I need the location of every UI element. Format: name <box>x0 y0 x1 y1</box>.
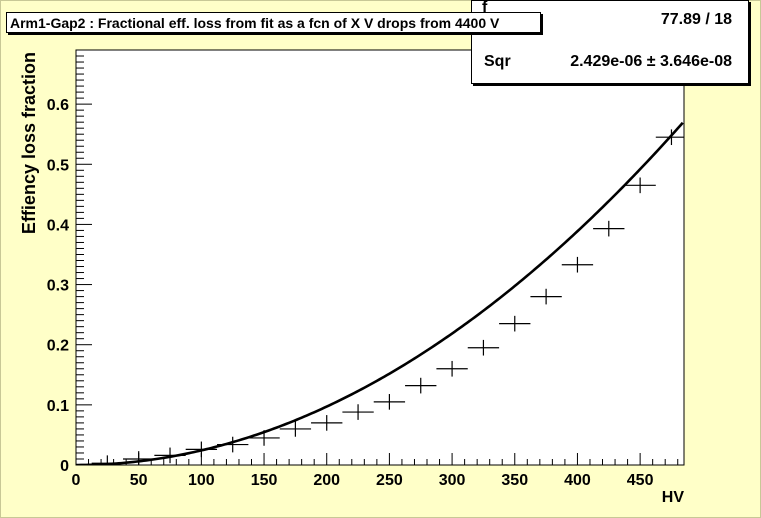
data-point <box>530 288 562 305</box>
data-point <box>499 315 531 332</box>
y-axis-label: Effiency loss fraction <box>19 52 39 234</box>
y-tick-label: 0.4 <box>47 217 69 234</box>
y-tick-label: 0.6 <box>47 97 69 114</box>
x-axis-label: HV <box>662 489 685 506</box>
chart-title: Arm1-Gap2 : Fractional eff. loss from fi… <box>6 12 541 33</box>
stats-row-chi2: f 77.89 / 18 <box>472 0 748 37</box>
data-point <box>405 377 437 394</box>
y-tick-label: 0.5 <box>47 157 69 174</box>
data-point <box>561 256 594 273</box>
x-tick-label: 50 <box>130 472 148 489</box>
data-point <box>624 177 656 194</box>
y-tick-label: 0.3 <box>47 278 69 295</box>
data-point <box>373 394 406 410</box>
data-point <box>467 339 500 356</box>
x-tick-labels: 0 50 100 150 200 250 300 350 400 450 <box>72 472 654 489</box>
data-point <box>342 404 374 420</box>
y-tick-label: 0.1 <box>47 398 69 415</box>
stats-value-sqr: 2.429e-06 ± 3.646e-08 <box>570 53 732 70</box>
x-tick-label: 350 <box>501 472 528 489</box>
plot-frame <box>75 49 685 466</box>
x-tick-label: 150 <box>251 472 278 489</box>
x-tick-label: 0 <box>72 472 81 489</box>
x-tick-label: 300 <box>439 472 466 489</box>
data-point <box>436 360 468 377</box>
x-tick-label: 200 <box>313 472 340 489</box>
stats-name-sqr: Sqr <box>484 53 511 70</box>
data-point <box>593 220 625 237</box>
y-tick-label: 0.2 <box>47 338 69 355</box>
stats-name-chi2: f <box>482 0 488 16</box>
y-tick-label: 0 <box>60 458 69 475</box>
x-tick-label: 250 <box>376 472 403 489</box>
y-tick-labels: 0 0.1 0.2 0.3 0.4 0.5 0.6 <box>47 97 69 475</box>
data-point <box>279 421 312 437</box>
stats-value-chi2: 77.89 / 18 <box>660 11 732 28</box>
stats-row-sqr: Sqr 2.429e-06 ± 3.646e-08 <box>472 49 748 79</box>
x-tick-label: 100 <box>188 472 215 489</box>
fit-curve <box>76 121 684 465</box>
x-tick-label: 450 <box>627 472 654 489</box>
data-point <box>311 415 343 431</box>
x-tick-label: 400 <box>564 472 591 489</box>
